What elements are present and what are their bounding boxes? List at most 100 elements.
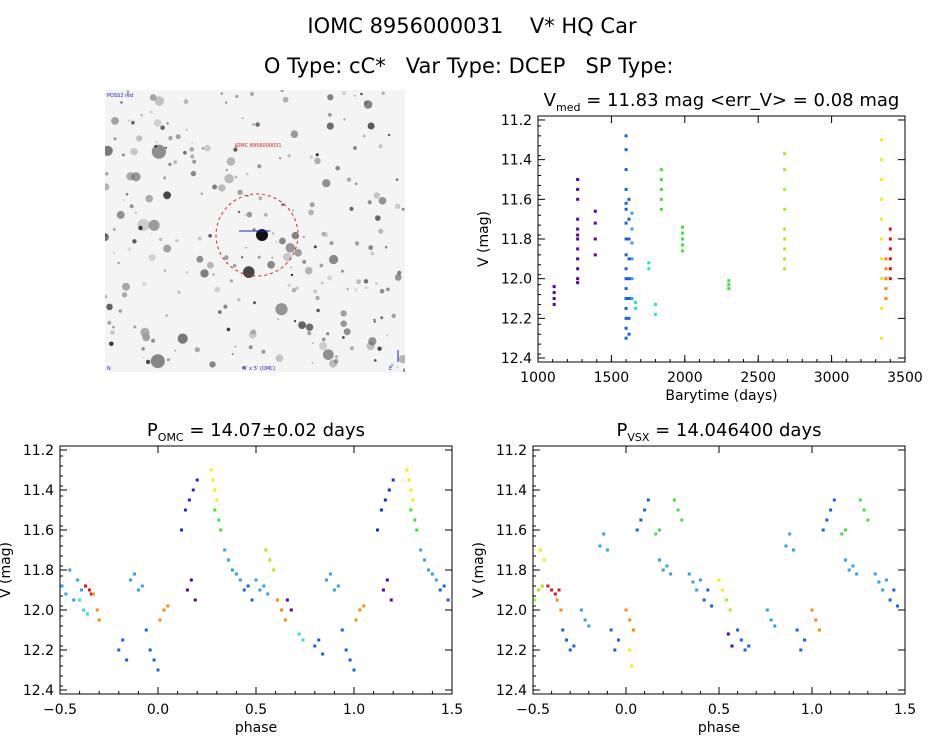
finder-star [275,354,284,363]
data-point-omc-p15 [262,584,266,588]
data-point-vsx-q16 [710,604,714,608]
y-tick-label-omc: 12.0 [23,603,54,619]
data-point-lc-s13 [884,277,888,281]
finder-star [183,99,189,105]
data-point-lc-s6 [630,241,634,245]
data-point-lc-s11 [783,237,787,241]
data-point-lc-s5 [627,316,631,320]
finder-star [231,353,234,356]
data-point-omc-p14 [242,588,246,592]
data-point-lc-s6 [630,257,634,261]
finder-star [354,182,358,185]
finder-star [309,202,315,208]
data-point-vsx-q10 [630,664,634,668]
data-point-omc-p12 [217,518,221,522]
y-tick-label-lc: 12.2 [501,311,532,327]
data-point-lc-s12 [880,138,884,142]
data-point-omc-p13 [238,578,242,582]
data-point-vsx-q28 [862,508,866,512]
finder-star [125,192,129,196]
finder-star [275,240,278,243]
data-point-vsx-q25 [821,528,825,532]
finder-star [117,261,120,264]
y-tick-label-lc: 12.4 [501,351,532,367]
finder-star [319,342,328,350]
target-aperture-circle [215,193,299,277]
finder-star [232,264,237,268]
finder-star [285,243,296,253]
data-point-omc-p23 [354,618,358,622]
data-point-vsx-q5 [568,648,572,652]
data-point-lc-s4 [624,221,628,225]
y-tick-label-vsx: 11.4 [496,483,527,499]
data-point-omc-p8 [158,618,162,622]
data-point-lc-s12 [880,257,884,261]
y-tick-label-omc: 12.4 [23,683,54,699]
data-point-omc-p1 [76,578,80,582]
data-point-vsx-q19 [726,632,730,636]
data-point-omc-p26 [411,498,415,502]
x-tick-label-vsx: 1.0 [801,702,823,718]
finder-star [224,174,234,184]
data-point-vsx-q15 [687,572,691,576]
finder-star [333,359,339,364]
data-point-vsx-q18 [728,608,732,612]
finder-star [353,94,356,97]
data-point-omc-p13 [230,568,234,572]
data-point-lc-s13 [884,297,888,301]
finder-star [190,154,195,159]
finder-star [141,281,147,287]
finder-star [377,346,382,351]
data-point-vsx-q4 [555,598,559,602]
x-axis-label-vsx: phase [698,720,740,736]
finder-star [380,316,384,320]
finder-star [298,321,306,329]
finder-star [305,323,314,331]
data-point-vsx-q21 [773,624,777,628]
data-point-vsx-q30 [888,598,892,602]
finder-star [370,251,375,256]
data-point-lc-s9 [681,231,685,235]
data-point-omc-p24 [376,528,380,532]
data-point-omc-p16 [272,568,276,572]
finder-star [378,228,384,234]
finder-star [141,347,145,351]
finder-star [174,349,177,352]
data-point-vsx-q25 [825,518,829,522]
data-point-omc-p19 [297,632,301,636]
finder-star [241,256,244,259]
data-point-vsx-q13 [669,572,673,576]
finder-star [234,345,237,348]
x-tick-label-omc: 1.5 [441,702,463,718]
data-point-omc-p17 [279,608,283,612]
finder-star [107,320,112,325]
finder-star [168,136,173,141]
finder-star [291,287,297,293]
data-point-lc-s14 [888,227,892,231]
plot-frame-lc [537,115,906,363]
finder-star [326,332,330,336]
data-point-vsx-q26 [840,532,844,536]
data-point-vsx-q22 [784,544,788,548]
x-tick-label-lc: 2000 [667,370,703,386]
finder-star [373,192,381,199]
data-point-omc-p1 [72,598,76,602]
data-point-vsx-q29 [881,588,885,592]
data-point-lc-s11 [783,152,787,156]
finder-star [235,145,238,148]
data-point-vsx-q14 [676,508,680,512]
finder-star [279,157,281,160]
data-point-lc-s13 [884,257,888,261]
data-point-omc-p1 [64,592,68,596]
data-point-vsx-q16 [702,598,706,602]
data-point-vsx-q18 [724,598,728,602]
finder-star [291,209,294,212]
finder-chart: POSS2 red IOMC 8956000031 5' x 5' (OMC) … [105,90,405,372]
data-point-omc-p26 [409,488,413,492]
finder-star [165,314,168,317]
data-point-omc-p4 [95,608,99,612]
finder-star [150,354,165,369]
data-point-omc-p3 [83,584,87,588]
data-point-lc-s14 [888,237,892,241]
data-point-vsx-q27 [851,564,855,568]
